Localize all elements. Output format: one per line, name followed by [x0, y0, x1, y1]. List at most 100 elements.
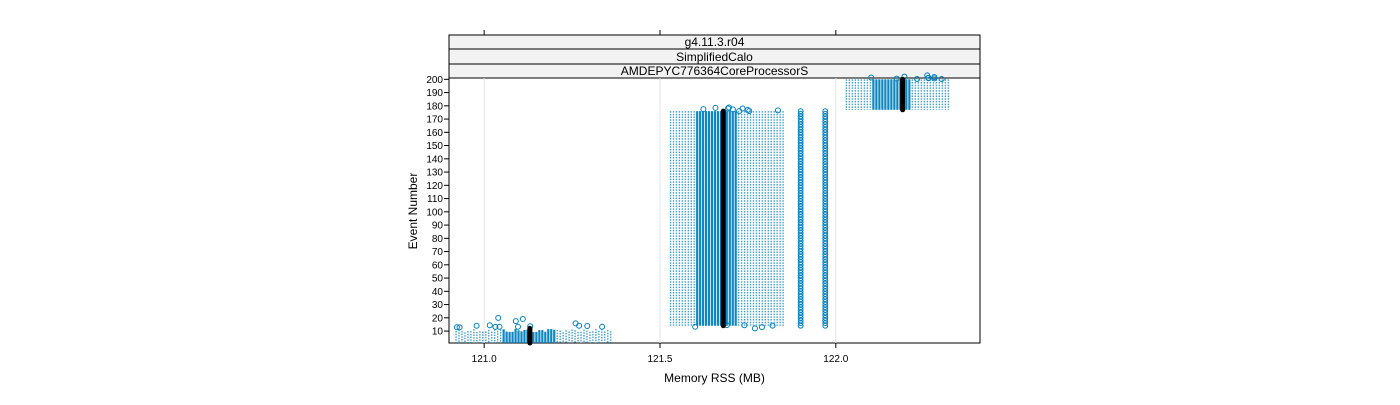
outlier-point	[797, 185, 804, 191]
run-point	[739, 105, 746, 112]
outlier-point	[822, 174, 829, 181]
outlier-point	[797, 124, 804, 130]
outlier-point	[822, 251, 829, 258]
run-point	[725, 105, 732, 112]
outlier-point	[822, 211, 829, 218]
outlier-point	[822, 195, 829, 202]
outlier-point	[797, 288, 804, 295]
outlier-point	[822, 246, 829, 252]
run-point	[692, 323, 699, 330]
outlier-point	[822, 291, 829, 297]
outlier-point	[822, 200, 829, 207]
outlier-point	[797, 169, 804, 175]
outlier-point	[797, 222, 804, 228]
run-point	[456, 324, 463, 331]
outlier-point	[797, 206, 804, 213]
outlier-point	[797, 110, 804, 117]
outlier-point	[797, 108, 804, 115]
y-tick-label: 120	[426, 181, 443, 192]
run-point	[473, 322, 480, 329]
outlier-point	[822, 193, 829, 199]
grid-layer	[483, 78, 837, 343]
outlier-point	[822, 166, 829, 173]
y-tick-label: 190	[426, 88, 443, 99]
outlier-point	[822, 253, 829, 260]
run-point	[758, 324, 765, 331]
outlier-point	[797, 246, 804, 252]
run-point	[725, 104, 732, 111]
outlier-point	[822, 248, 829, 255]
x-tick-label: 121.5	[647, 354, 672, 365]
run-point	[584, 322, 591, 329]
outlier-point	[822, 158, 829, 165]
outlier-point	[797, 161, 804, 168]
outlier-point	[822, 142, 829, 149]
y-tick-label: 180	[426, 101, 443, 112]
outlier-point	[797, 129, 804, 136]
outlier-point	[797, 211, 804, 218]
outlier-point	[797, 261, 804, 268]
y-tick-label: 10	[432, 327, 444, 338]
outlier-point	[822, 277, 829, 284]
outlier-point	[797, 304, 804, 311]
run-point	[938, 75, 945, 82]
outlier-point	[822, 161, 829, 168]
outlier-point	[797, 291, 804, 297]
outlier-point	[797, 214, 804, 221]
outlier-point	[822, 227, 829, 234]
run-point	[700, 106, 707, 113]
outlier-point	[822, 155, 829, 162]
run-cluster-2	[669, 104, 784, 326]
outlier-point	[797, 264, 804, 271]
outlier-point	[822, 219, 829, 226]
outlier-point	[797, 248, 804, 255]
outlier-point	[797, 193, 804, 199]
outlier-point	[822, 314, 829, 321]
axis-layer: 121.0 121.5 122.0 10 20 30 40 50 60 70 80 90 100 110 1…	[426, 30, 849, 365]
outlier-point	[797, 251, 804, 258]
y-tick-label: 140	[426, 154, 443, 165]
run-cluster-1	[453, 322, 612, 343]
outlier-point	[797, 113, 804, 120]
outlier-point	[822, 126, 829, 133]
outlier-point	[797, 253, 804, 260]
run-point	[495, 314, 502, 321]
outlier-point	[822, 304, 829, 311]
outlier-point	[797, 126, 804, 133]
outlier-point	[822, 222, 829, 228]
run-point	[496, 323, 503, 330]
outlier-point	[797, 155, 804, 162]
y-tick-label: 200	[426, 75, 443, 86]
y-tick-label: 30	[432, 300, 444, 311]
outlier-point	[797, 235, 804, 242]
outlier-point	[822, 171, 829, 178]
outlier-point	[822, 240, 829, 247]
outlier-point	[797, 200, 804, 207]
x-axis-label: Memory RSS (MB)	[664, 371, 765, 385]
outlier-point	[797, 195, 804, 202]
outlier-point	[797, 153, 804, 160]
run-point	[868, 74, 875, 81]
outlier-point	[822, 169, 829, 175]
run-point	[514, 323, 521, 330]
y-tick-label: 100	[426, 207, 443, 218]
outlier-point	[822, 238, 829, 244]
run-point	[712, 104, 719, 111]
outlier-point	[822, 232, 829, 239]
outlier-point	[822, 261, 829, 268]
outlier-point	[797, 132, 804, 138]
outlier-point	[822, 129, 829, 136]
y-axis-label: Event Number	[406, 173, 420, 250]
y-tick-label: 130	[426, 168, 443, 179]
run-point	[744, 106, 751, 113]
y-tick-label: 150	[426, 141, 443, 152]
y-tick-label: 170	[426, 115, 443, 126]
run-point	[486, 322, 493, 329]
y-tick-label: 160	[426, 128, 443, 139]
run-point	[769, 322, 776, 329]
outlier-point	[822, 224, 829, 231]
outlier-point	[797, 232, 804, 239]
outlier-point	[822, 235, 829, 242]
run-point	[576, 322, 583, 329]
outlier-point	[822, 182, 829, 189]
